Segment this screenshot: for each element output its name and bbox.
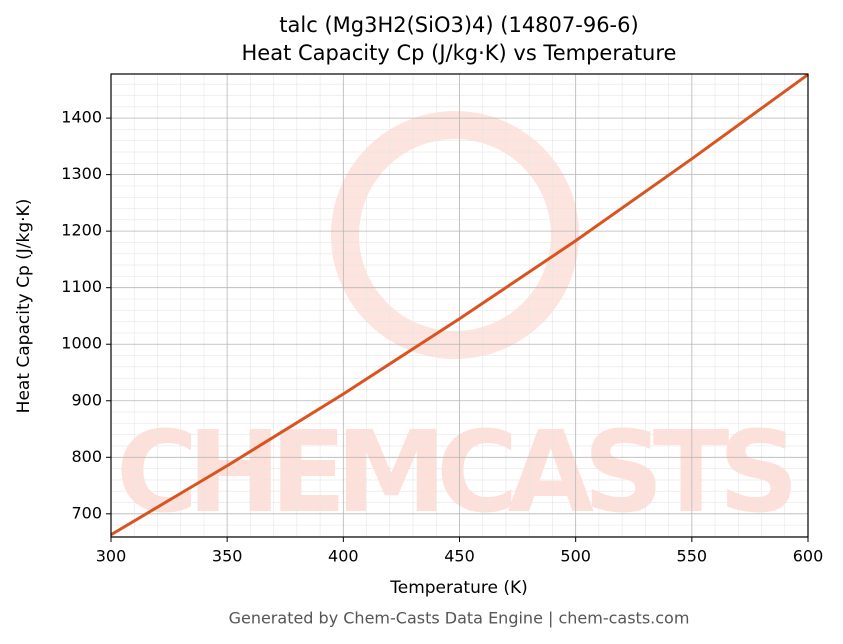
y-tick-label: 1100	[61, 277, 102, 296]
y-tick-label: 1400	[61, 108, 102, 127]
y-tick-label: 1000	[61, 334, 102, 353]
x-tick-label: 300	[96, 547, 127, 566]
chart-title: talc (Mg3H2(SiO3)4) (14807-96-6)	[279, 13, 638, 37]
y-axis-label: Heat Capacity Cp (J/kg·K)	[14, 199, 34, 414]
x-axis-label: Temperature (K)	[389, 578, 528, 598]
footer: Generated by Chem-Casts Data Engine | ch…	[229, 609, 690, 628]
y-tick-label: 900	[71, 390, 102, 409]
watermark: CHEMCASTS	[116, 408, 803, 538]
y-tick-label: 1200	[61, 221, 102, 240]
watermark-ring	[331, 111, 579, 359]
x-tick-label: 450	[444, 547, 475, 566]
x-tick-label: 400	[328, 547, 359, 566]
x-tick-label: 550	[677, 547, 708, 566]
x-tick-label: 500	[560, 547, 591, 566]
y-tick-label: 700	[71, 503, 102, 522]
y-tick-label: 1300	[61, 164, 102, 183]
chart-subtitle: Heat Capacity Cp (J/kg·K) vs Temperature	[242, 41, 677, 65]
plot-frame	[110, 73, 809, 538]
data-line	[110, 73, 809, 537]
x-tick-label: 600	[793, 547, 824, 566]
x-tick-label: 350	[212, 547, 243, 566]
y-tick-label: 800	[71, 447, 102, 466]
